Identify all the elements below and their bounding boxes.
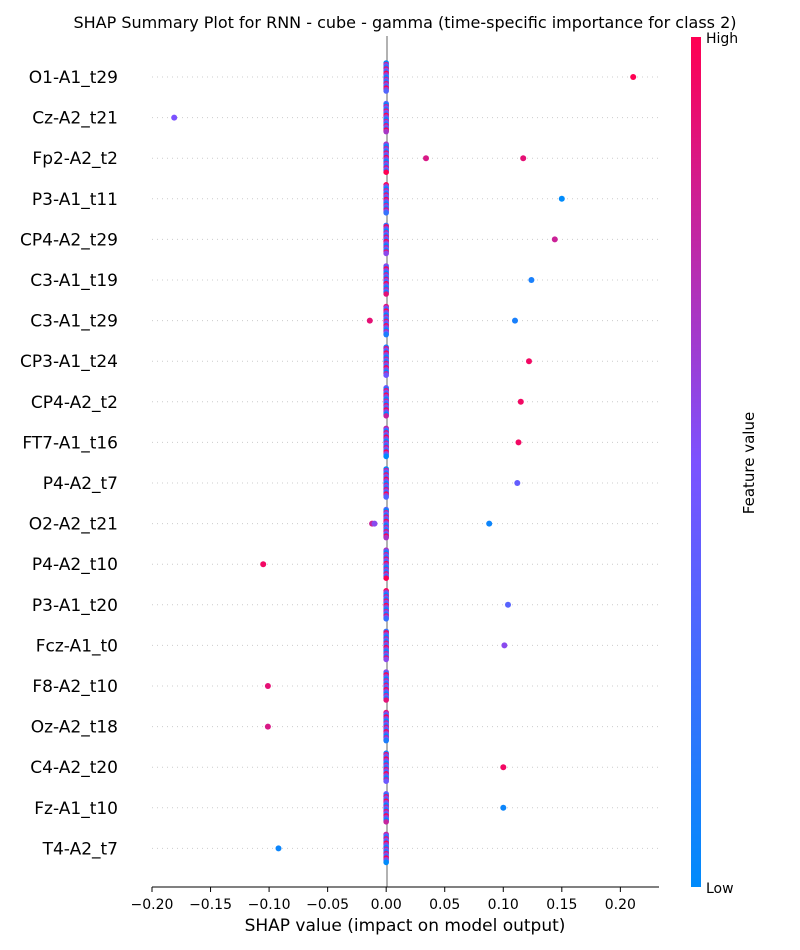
cluster-point <box>383 819 389 825</box>
cluster-point <box>383 250 389 257</box>
x-tick-label: −0.10 <box>248 897 291 913</box>
outlier-point <box>275 845 282 852</box>
outlier-point <box>517 398 524 405</box>
cluster-point <box>383 534 389 541</box>
feature-label: Fz-A1_t10 <box>34 799 118 819</box>
feature-label: O1-A1_t29 <box>29 68 118 88</box>
cluster-point <box>383 859 389 866</box>
outlier-point <box>501 642 508 649</box>
outlier-point <box>500 804 507 811</box>
feature-label: FT7-A1_t16 <box>22 433 118 453</box>
outlier-point <box>528 277 535 283</box>
outlier-point <box>260 561 267 568</box>
outlier-point <box>515 439 522 446</box>
outlier-point <box>264 723 271 730</box>
x-axis-ticks: −0.20 −0.15 −0.10 −0.05 0.00 0.05 0.10 0.15 0.20 <box>131 887 636 913</box>
outlier-point <box>486 520 493 527</box>
cluster-point <box>383 210 389 216</box>
cluster-point <box>383 656 389 663</box>
outlier-point <box>264 683 271 689</box>
outlier-point <box>512 317 518 324</box>
cluster-point <box>383 616 389 622</box>
chart-title: SHAP Summary Plot for RNN - cube - gamma… <box>73 13 736 32</box>
dots-layer <box>171 60 637 866</box>
feature-label: C3-A1_t19 <box>30 271 118 291</box>
cluster-point <box>383 331 389 338</box>
outlier-point <box>366 317 373 324</box>
cluster-point <box>383 494 389 500</box>
cluster-point <box>383 737 389 744</box>
cluster-point <box>383 697 389 703</box>
outlier-point <box>500 764 507 771</box>
outlier-point <box>171 114 178 121</box>
feature-label: CP4-A2_t29 <box>20 230 118 250</box>
x-tick-label: 0.15 <box>546 897 577 913</box>
colorbar-high-label: High <box>706 31 738 47</box>
x-tick-label: −0.15 <box>189 897 232 913</box>
outlier-point <box>423 155 429 162</box>
cluster-point <box>383 372 389 379</box>
x-tick-label: −0.20 <box>131 897 174 913</box>
outlier-point <box>371 520 378 527</box>
feature-label: Oz-A2_t18 <box>31 718 118 738</box>
x-tick-label: 0.10 <box>488 897 519 913</box>
outlier-point <box>526 358 532 365</box>
cluster-point <box>383 169 389 175</box>
x-tick-label: −0.05 <box>306 897 349 913</box>
feature-label: T4-A2_t7 <box>42 839 118 859</box>
feature-label: CP3-A1_t24 <box>20 352 118 372</box>
feature-label: Cz-A2_t21 <box>32 109 118 129</box>
feature-label: C4-A2_t20 <box>30 758 118 778</box>
outlier-point <box>520 155 527 162</box>
colorbar-title: Feature value <box>740 412 758 514</box>
colorbar <box>691 37 701 887</box>
outlier-point <box>505 601 511 608</box>
feature-label: F8-A2_t10 <box>32 677 118 697</box>
cluster-point <box>383 88 389 94</box>
feature-label: Fcz-A1_t0 <box>36 636 118 656</box>
feature-label: P3-A1_t11 <box>32 190 118 210</box>
x-axis-label: SHAP value (impact on model output) <box>245 916 566 936</box>
colorbar-low-label: Low <box>706 881 734 897</box>
cluster-point <box>383 575 389 581</box>
outlier-point <box>551 236 558 243</box>
outlier-point <box>630 74 637 80</box>
feature-label: CP4-A2_t2 <box>31 393 118 413</box>
feature-label: P3-A1_t20 <box>32 596 118 616</box>
feature-label: P4-A2_t10 <box>32 555 118 575</box>
feature-label: C3-A1_t29 <box>30 312 118 332</box>
x-tick-label: 0.20 <box>605 897 636 913</box>
outlier-point <box>558 195 565 202</box>
cluster-point <box>383 778 389 784</box>
x-tick-label: 0.05 <box>429 897 460 913</box>
cluster-point <box>383 291 389 297</box>
cluster-point <box>383 413 389 419</box>
feature-label: O2-A2_t21 <box>29 515 118 535</box>
feature-labels: O1-A1_t29 Cz-A2_t21 Fp2-A2_t2 P3-A1_t11 CP4-… <box>20 68 118 859</box>
x-tick-label: 0.00 <box>371 897 402 913</box>
cluster-point <box>383 453 389 460</box>
feature-label: P4-A2_t7 <box>43 474 118 494</box>
row-guides <box>152 76 659 849</box>
cluster-point <box>383 128 389 135</box>
outlier-point <box>514 480 521 486</box>
feature-label: Fp2-A2_t2 <box>32 149 118 169</box>
